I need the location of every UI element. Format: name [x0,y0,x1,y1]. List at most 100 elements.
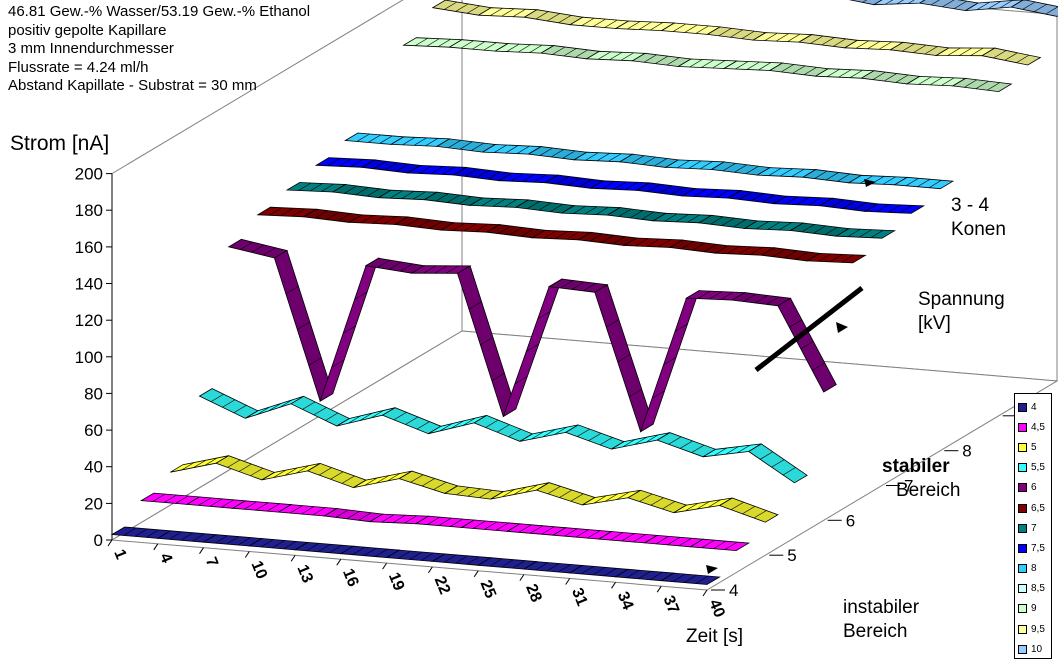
ribbon-hatch [581,17,595,26]
y-tick-label: 140 [75,275,103,294]
ribbon-hatch [993,50,1007,59]
ribbon-hatch [388,261,402,270]
series-4-5 [139,492,751,552]
legend-item: 8,5 [1018,579,1051,599]
ribbon-hatch [284,467,298,476]
legend-item: 6 [1018,478,1051,498]
legend-swatch [1018,422,1027,432]
ribbon-hatch [152,493,166,502]
ribbon-hatch [603,568,617,577]
ribbon-hatch [163,494,177,503]
legend-item: 6,5 [1018,498,1051,518]
ribbon-hatch [896,0,904,5]
ribbon-hatch [1045,6,1058,15]
x-tick-label: 22 [431,574,453,597]
ribbon-hatch [368,134,381,143]
callout-marks [706,179,876,574]
ribbon-hatch [785,196,799,205]
ribbon-hatch [193,459,206,468]
ribbon-hatch [885,0,894,5]
ribbon-hatch [604,493,618,502]
info-line: Flussrate = 4.24 ml/h [8,58,149,76]
ribbon-hatch [782,467,796,476]
ribbon-hatch [678,538,692,547]
ribbon-hatch [226,536,240,545]
legend-label: 4 [1031,401,1037,413]
ribbon-hatch [739,191,753,200]
y-tick-label: 40 [84,458,103,477]
ribbon-hatch [598,51,611,60]
ribbon-hatch [560,280,574,289]
ribbon-hatch [134,528,148,537]
ribbon-hatch [471,142,484,151]
ribbon-hatch [400,263,414,272]
ribbon-hatch [426,38,440,47]
y-tick-label: 160 [75,238,103,257]
y-tick-label: 100 [75,348,103,367]
ribbon-hatch [959,47,972,56]
ribbon-hatch [564,528,578,537]
ribbon-hatch [856,40,869,49]
ribbon-hatch [455,3,469,12]
ribbon-hatch [810,35,824,44]
ribbon-hatch [363,547,377,556]
ribbon-hatch [366,188,380,197]
back-wall [461,0,1058,382]
legend-label: 9,5 [1031,623,1045,635]
ribbon-hatch [808,197,821,206]
ribbon-hatch [862,0,868,3]
ribbon-hatch [610,532,624,541]
ribbon-hatch [448,140,462,149]
ribbon-hatch [674,323,688,332]
ribbon-hatch [530,525,543,534]
ribbon-hatch [458,196,472,205]
series-5 [170,455,779,523]
ribbon-hatch [233,405,247,414]
ribbon-hatch [837,173,851,182]
ribbon-hatch [638,570,652,579]
ribbon-hatch [175,495,189,504]
ribbon-hatch [269,207,283,216]
y-tick-label: 20 [84,494,103,513]
cones-annotation-count: 3 - 4 [951,195,990,216]
x-tick-label: 16 [339,566,361,589]
ribbon-hatch [872,71,886,80]
ribbon-hatch [476,170,490,179]
ribbon-hatch [606,319,620,328]
ribbon-hatch [209,498,223,507]
ribbon-hatch [555,231,569,240]
ribbon-hatch [543,230,557,239]
ribbon-hatch [337,213,351,222]
ribbon-hatch [753,510,767,519]
ribbon-hatch [449,518,463,527]
z-tick-label: 6 [846,511,855,530]
x-tick-label: 10 [248,559,270,582]
ribbon-hatch [947,47,961,56]
ribbon-hatch [272,540,285,549]
legend-item: 9,5 [1018,619,1051,639]
ribbon-hatch [913,44,927,53]
ribbon-hatch [621,533,635,542]
ribbon-hatch [833,38,847,47]
ribbon-hatch [712,60,726,69]
ribbon-hatch [505,145,519,154]
z-tick-label: 7 [904,477,913,496]
ribbon-hatch [554,426,567,435]
ribbon-hatch [181,462,195,471]
x-tick-label: 4 [156,551,175,566]
ribbon-hatch [317,544,331,553]
ribbon-hatch [360,215,374,224]
ribbon-hatch [600,234,614,243]
ribbon-hatch [672,573,686,582]
legend: 4 4,5 5 5,5 6 6,5 7 7,5 8 8,5 9 9,5 10 [1014,393,1052,659]
ribbon-hatch [289,505,303,514]
ribbon-hatch [566,231,580,240]
x-tick [153,543,159,551]
ribbon-hatch [456,487,470,496]
ribbon-hatch [364,477,378,486]
ribbon-hatch [227,459,241,468]
ribbon-hatch [312,507,326,516]
ribbon-hatch [496,424,510,433]
ribbon-hatch [716,189,730,198]
ribbon-hatch [567,177,581,186]
